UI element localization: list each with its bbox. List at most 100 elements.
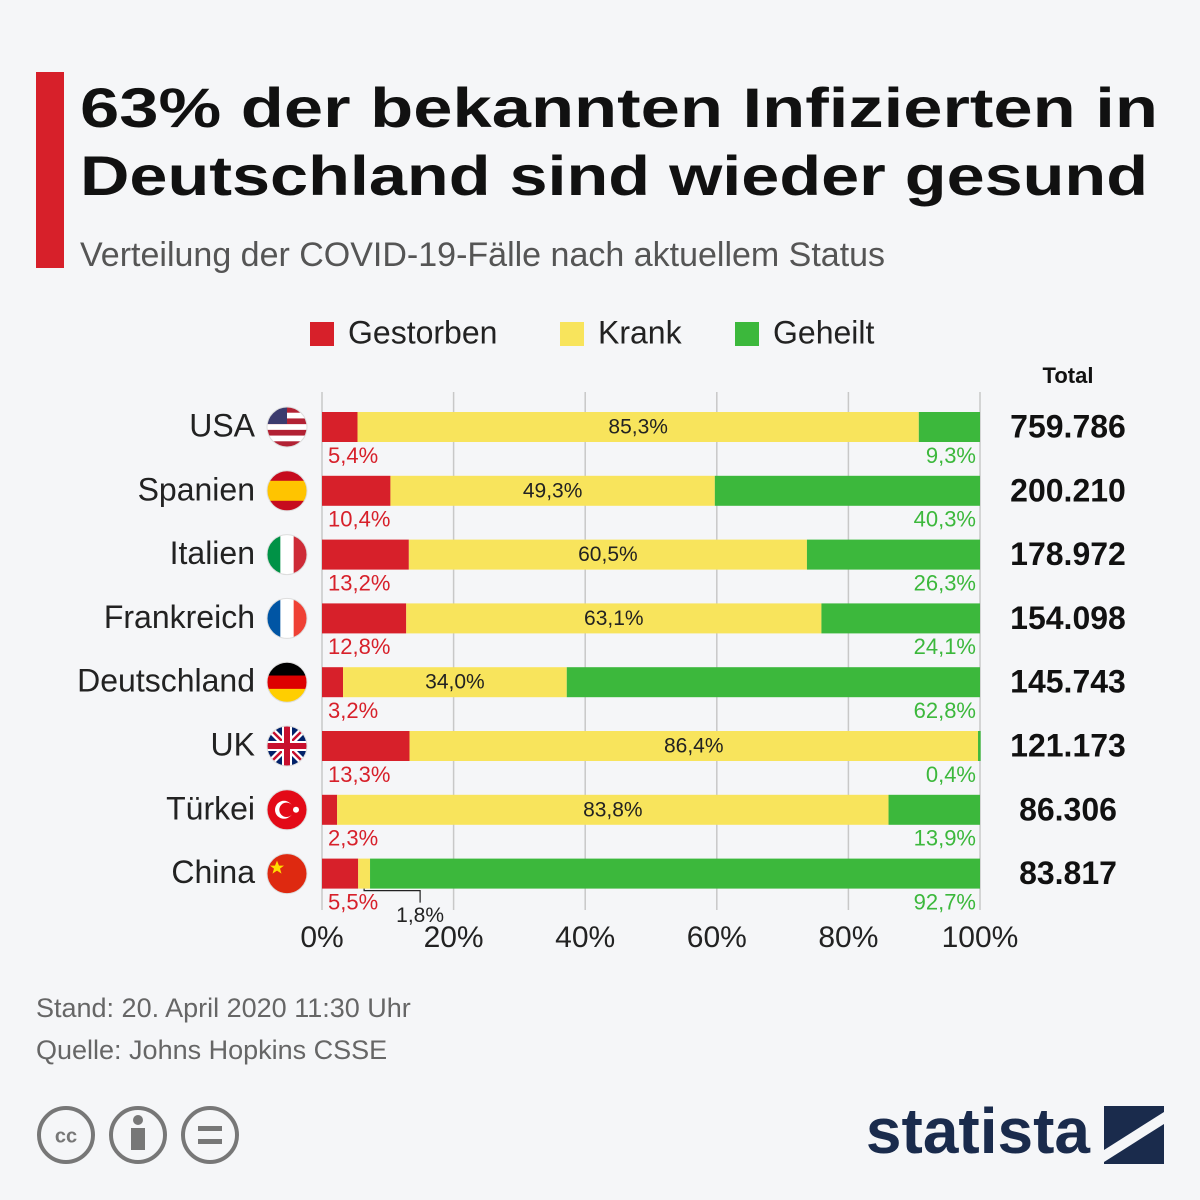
flag-border: [266, 789, 308, 831]
data-label: 85,3%: [608, 416, 668, 439]
legend-label: Krank: [598, 314, 683, 350]
flag-stripe: [267, 598, 281, 639]
bar-segment: [390, 475, 715, 506]
data-label: 5,4%: [328, 443, 378, 468]
flag-star: [293, 806, 299, 813]
chart-title: Deutschland sind wieder gesund: [80, 144, 1148, 207]
totals-header: Total: [1043, 363, 1094, 388]
bar-segment: [918, 412, 980, 442]
data-label: 9,3%: [926, 443, 976, 468]
legend-swatch: [310, 322, 334, 346]
category-label: China: [171, 854, 255, 890]
data-label: 34,0%: [425, 671, 485, 694]
category-label: Türkei: [166, 790, 255, 826]
flag-stripe: [293, 534, 307, 575]
flag: [267, 534, 307, 575]
flag-stripe: [267, 675, 307, 690]
bar-segment: [358, 858, 371, 889]
x-tick-label: 80%: [818, 921, 878, 954]
leader-line: [363, 888, 421, 903]
total-label: 83.817: [1019, 855, 1117, 891]
bar-segment: [806, 539, 980, 570]
footer-date: Stand: 20. April 2020 11:30 Uhr: [36, 993, 411, 1023]
bar-segment: [406, 603, 822, 634]
total-label: 200.210: [1010, 472, 1126, 508]
flag-stripe: [280, 534, 295, 575]
bar-segment: [322, 858, 359, 889]
category-label: Italien: [170, 535, 255, 571]
data-label: 1,8%: [396, 904, 444, 927]
flag-cross: [267, 726, 307, 766]
flag-stripe: [267, 662, 307, 677]
flag-border: [266, 853, 308, 895]
bar-segment: [343, 667, 567, 698]
brand-logo: statista: [866, 1095, 1091, 1167]
data-label: 2,3%: [328, 826, 378, 851]
flag-border: [266, 406, 308, 448]
flag-crescent: [279, 802, 294, 817]
data-label: 40,3%: [914, 507, 976, 532]
category-label: Frankreich: [104, 599, 255, 635]
flag-stripe: [267, 688, 307, 703]
total-label: 154.098: [1010, 600, 1126, 636]
data-label: 0,4%: [926, 762, 976, 787]
license-icons: cc: [37, 1106, 239, 1164]
footer-source: Quelle: Johns Hopkins CSSE: [36, 1035, 387, 1065]
bar-segment: [821, 603, 980, 634]
flag-border: [266, 661, 308, 703]
bar-segment: [357, 412, 919, 442]
data-label: 49,3%: [523, 479, 583, 502]
flag-stripe: [267, 441, 307, 447]
total-label: 759.786: [1010, 408, 1126, 444]
legend-label: Gestorben: [348, 314, 497, 350]
flag-stripe: [267, 500, 307, 511]
bar-segment: [566, 667, 980, 698]
flag: [267, 853, 307, 894]
bar-segment: [322, 731, 410, 761]
data-label: 3,2%: [328, 698, 378, 723]
flag-star: [270, 860, 284, 874]
bar-segment: [714, 475, 980, 506]
total-label: 145.743: [1010, 664, 1126, 700]
flag: [267, 662, 307, 703]
flag: [267, 726, 307, 766]
flag-stripe: [267, 470, 307, 482]
bar-segment: [322, 539, 409, 570]
bar-segment: [409, 731, 979, 761]
data-label: 13,9%: [914, 826, 976, 851]
brand-icon: [1104, 1106, 1164, 1164]
flag-border: [266, 534, 308, 576]
x-tick-label: 60%: [687, 921, 747, 954]
data-label: 92,7%: [914, 889, 976, 914]
total-label: 86.306: [1019, 791, 1117, 827]
legend-swatch: [560, 322, 584, 346]
category-label: USA: [189, 407, 255, 443]
x-tick-label: 0%: [300, 921, 343, 954]
bar-segment: [322, 412, 358, 442]
data-label: 62,8%: [914, 698, 976, 723]
bar-segment: [370, 858, 980, 889]
data-label: 24,1%: [914, 634, 976, 659]
data-label: 12,8%: [328, 634, 390, 659]
flag-stripe: [267, 435, 307, 442]
data-label: 86,4%: [664, 735, 724, 758]
chart-subtitle: Verteilung der COVID-19-Fälle nach aktue…: [80, 236, 885, 274]
bar-segment: [322, 475, 391, 506]
category-label: UK: [211, 726, 255, 762]
bar-segment: [978, 731, 981, 761]
bar-segment: [337, 794, 889, 825]
data-label: 10,4%: [328, 507, 390, 532]
bar-segment: [322, 794, 338, 825]
flag-stripe: [267, 480, 307, 492]
flag: [267, 598, 307, 639]
flag-stripe: [293, 598, 307, 639]
bar-segment: [888, 794, 980, 825]
flag: [267, 407, 307, 447]
total-label: 121.173: [1010, 727, 1126, 763]
title-accent: [36, 72, 64, 268]
category-label: Spanien: [138, 471, 255, 507]
flag-stripe: [267, 424, 307, 431]
data-label: 60,5%: [578, 543, 638, 566]
data-label: 5,5%: [328, 889, 378, 914]
